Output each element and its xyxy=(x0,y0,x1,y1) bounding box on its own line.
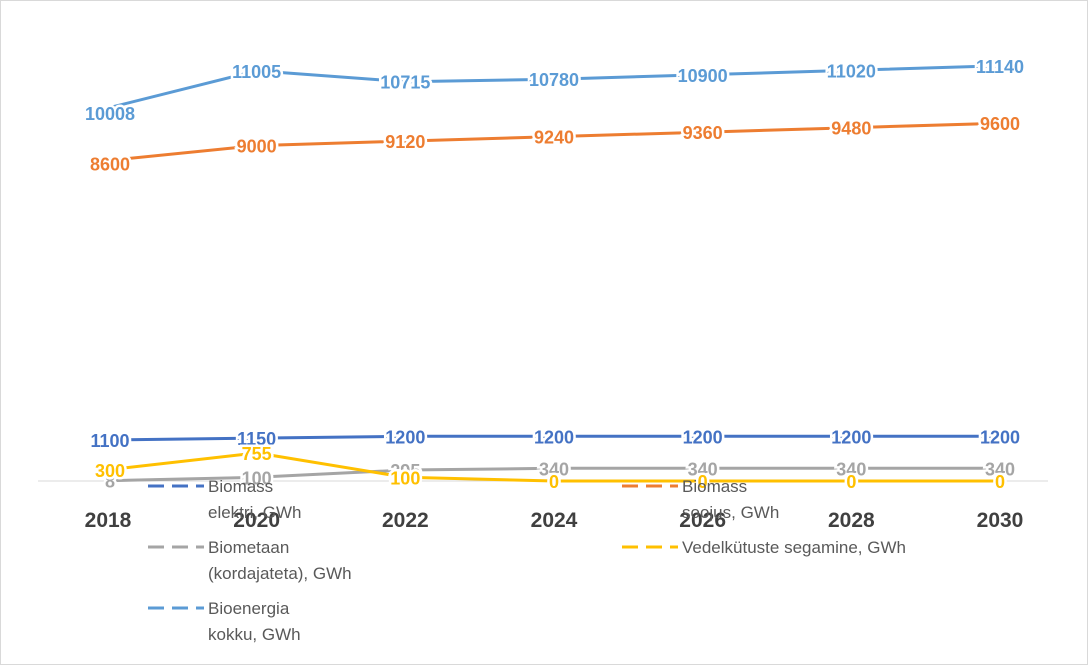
legend-item: Bioenergia kokku, GWh xyxy=(148,599,301,644)
data-label: 295 xyxy=(390,461,420,481)
x-tick-label: 2028 xyxy=(828,509,875,532)
legend-label: Bioenergia xyxy=(208,599,290,618)
data-label: 0 xyxy=(995,472,1005,492)
legend-item: Biomass soojus, GWh xyxy=(622,477,779,522)
data-label: 755 xyxy=(242,444,272,464)
data-label: 340 xyxy=(688,459,718,479)
legend-label: elektri, GWh xyxy=(208,503,302,522)
x-tick-label: 2030 xyxy=(977,509,1024,532)
series-line-1 xyxy=(106,121,1002,162)
data-label: 10715 xyxy=(380,73,430,93)
data-label: 340 xyxy=(836,459,866,479)
data-label: 0 xyxy=(846,472,856,492)
data-label: 9360 xyxy=(683,123,723,143)
series-line-4 xyxy=(106,64,1002,110)
legend-label: (kordajateta), GWh xyxy=(208,564,352,583)
legend-label: Biomass xyxy=(208,477,273,496)
x-tick-label: 2020 xyxy=(233,509,280,532)
data-label: 8 xyxy=(105,472,115,492)
data-label: 10008 xyxy=(85,104,135,124)
data-label: 100 xyxy=(242,468,272,488)
series-line-0 xyxy=(106,434,1002,442)
data-label: 340 xyxy=(539,459,569,479)
data-label: 9600 xyxy=(980,114,1020,134)
data-label: 1200 xyxy=(980,427,1020,447)
data-label: 9240 xyxy=(534,128,574,148)
data-label: 0 xyxy=(698,472,708,492)
data-label: 0 xyxy=(549,472,559,492)
legend-label: Biomass xyxy=(682,477,747,496)
x-tick-label: 2026 xyxy=(679,509,726,532)
data-label: 11140 xyxy=(976,57,1024,77)
legend-label: soojus, GWh xyxy=(682,503,779,522)
x-tick-labels: 2018 2020 2022 2024 2026 2028 2030 xyxy=(85,509,1024,532)
data-label: 1150 xyxy=(237,429,276,449)
data-label: 1200 xyxy=(683,427,723,447)
data-label: 10780 xyxy=(529,70,579,90)
data-label: 1200 xyxy=(831,427,871,447)
x-tick-label: 2018 xyxy=(85,509,132,532)
data-label: 300 xyxy=(95,461,125,481)
legend-item: Vedelkütuste segamine, GWh xyxy=(622,538,906,557)
data-label: 9000 xyxy=(237,137,277,157)
data-labels: 1100 1150 1200 1200 1200 1200 1200 8600 9000 9120… xyxy=(82,54,1026,494)
series-lines xyxy=(106,64,1002,483)
legend-label: Biometaan xyxy=(208,538,289,557)
data-label: 340 xyxy=(985,459,1015,479)
data-label: 1100 xyxy=(90,431,129,451)
data-label: 1200 xyxy=(534,427,574,447)
data-label: 11005 xyxy=(232,62,281,82)
x-tick-label: 2024 xyxy=(531,509,578,532)
data-label: 10900 xyxy=(678,66,728,86)
legend-label: Vedelkütuste segamine, GWh xyxy=(682,538,906,557)
legend-label: kokku, GWh xyxy=(208,625,301,644)
data-label: 8600 xyxy=(90,154,130,174)
series-line-2 xyxy=(106,466,1002,483)
data-label: 100 xyxy=(390,468,420,488)
data-label: 11020 xyxy=(827,61,876,81)
data-label: 9120 xyxy=(385,132,425,152)
legend-item: Biometaan (kordajateta), GWh xyxy=(148,538,352,583)
series-line-3 xyxy=(106,451,1002,483)
x-tick-label: 2022 xyxy=(382,509,429,532)
legend-item: Biomass elektri, GWh xyxy=(148,477,302,522)
data-label: 9480 xyxy=(831,119,871,139)
data-label: 1200 xyxy=(385,427,425,447)
